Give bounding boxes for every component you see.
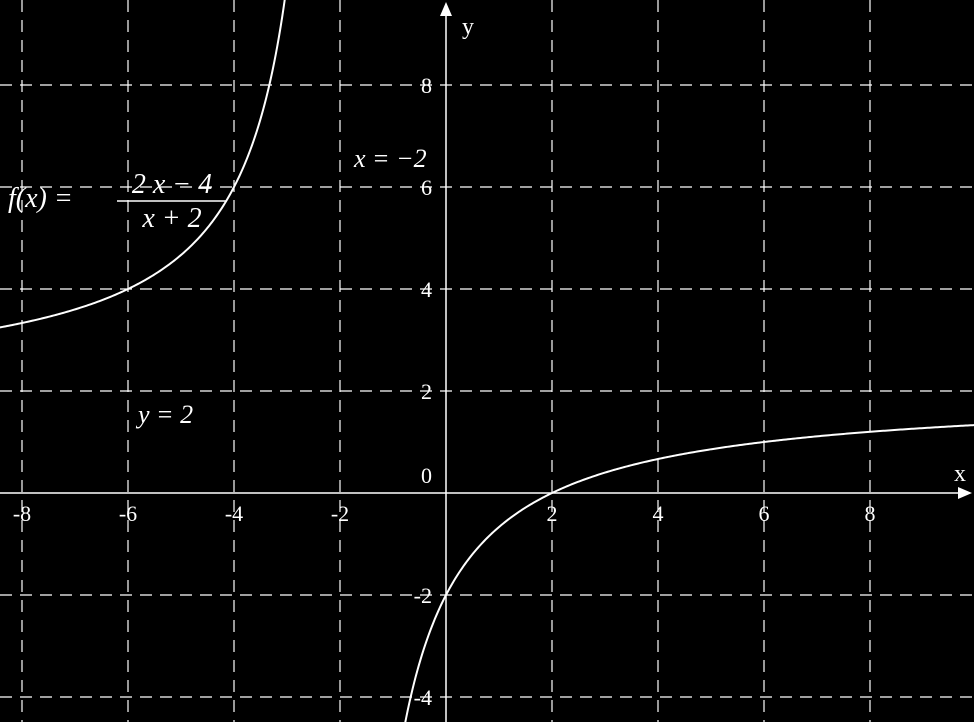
y-tick-label: -2 [414, 583, 432, 608]
x-tick-label: -4 [225, 501, 243, 526]
x-tick-label: -8 [13, 501, 31, 526]
formula-denominator: x + 2 [141, 203, 201, 234]
rational-function-plot: -8-6-4-202468 -4-22468 x y x = −2 y = 2 … [0, 0, 974, 722]
horizontal-asymptote-label: y = 2 [135, 400, 193, 429]
x-tick-label: 0 [421, 463, 432, 488]
x-tick-label: 6 [759, 501, 770, 526]
y-tick-label: 8 [421, 73, 432, 98]
x-axis-label: x [954, 461, 966, 487]
x-tick-label: 8 [865, 501, 876, 526]
x-tick-label: -2 [331, 501, 349, 526]
y-axis-label: y [462, 14, 474, 40]
x-tick-label: 2 [547, 501, 558, 526]
y-tick-label: 2 [421, 379, 432, 404]
y-tick-label: 4 [421, 277, 432, 302]
x-tick-label: 4 [653, 501, 664, 526]
y-tick-label: 6 [421, 175, 432, 200]
y-tick-label: -4 [414, 685, 432, 710]
x-tick-label: -6 [119, 501, 137, 526]
formula-lhs: f(x) = [8, 183, 73, 214]
formula-numerator: 2 x − 4 [132, 169, 212, 200]
plot-background [0, 0, 974, 722]
vertical-asymptote-label: x = −2 [353, 144, 427, 173]
